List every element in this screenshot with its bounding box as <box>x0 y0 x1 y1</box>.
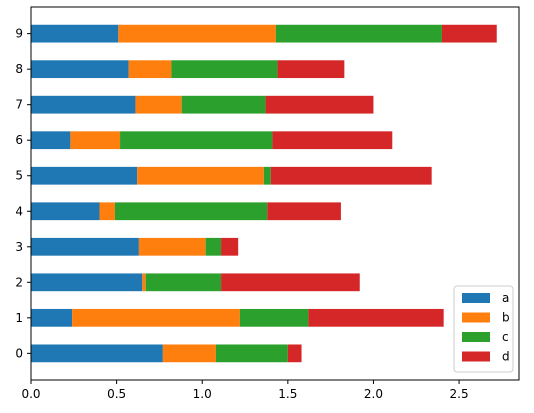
x-tick-label-4: 2.0 <box>364 387 383 401</box>
x-tick-label-2: 1.0 <box>193 387 212 401</box>
bar-d-8 <box>277 60 345 79</box>
bar-d-7 <box>265 95 374 114</box>
y-tick-label-4: 4 <box>15 204 23 218</box>
bar-a-2 <box>31 273 143 292</box>
bar-a-0 <box>31 344 163 363</box>
y-tick-label-2: 2 <box>15 275 23 289</box>
bar-b-8 <box>128 60 172 79</box>
x-tick-label-1: 0.5 <box>107 387 126 401</box>
legend-box <box>453 285 514 373</box>
bar-b-3 <box>138 237 206 256</box>
bar-c-1 <box>239 308 309 327</box>
bar-d-4 <box>267 202 341 221</box>
bar-a-1 <box>31 308 73 327</box>
bar-d-1 <box>308 308 444 327</box>
bar-d-3 <box>221 237 239 256</box>
bar-c-7 <box>181 95 266 114</box>
bar-a-4 <box>31 202 100 221</box>
y-tick-label-6: 6 <box>15 133 23 147</box>
y-tick-label-9: 9 <box>15 27 23 41</box>
bar-b-5 <box>137 166 264 185</box>
y-tick-label-7: 7 <box>15 98 23 112</box>
bar-b-1 <box>72 308 240 327</box>
bar-c-0 <box>215 344 288 363</box>
bar-b-0 <box>162 344 216 363</box>
bar-a-5 <box>31 166 138 185</box>
legend-swatch-c <box>462 332 490 342</box>
bar-c-9 <box>275 24 442 43</box>
bar-a-3 <box>31 237 139 256</box>
bar-b-6 <box>70 131 121 150</box>
bar-b-4 <box>99 202 115 221</box>
x-tick-label-0: 0.0 <box>21 387 40 401</box>
bar-c-6 <box>120 131 273 150</box>
x-tick-label-3: 1.5 <box>278 387 297 401</box>
bars-group <box>31 24 497 363</box>
y-tick-label-5: 5 <box>15 169 23 183</box>
legend-swatch-b <box>462 312 490 323</box>
plot-frame <box>30 6 520 381</box>
legend-label-d: d <box>502 350 510 364</box>
bar-d-0 <box>287 344 302 363</box>
legend-swatch-d <box>462 351 490 362</box>
bar-a-6 <box>31 131 71 150</box>
bar-c-3 <box>205 237 222 256</box>
bar-a-9 <box>31 24 119 43</box>
bar-d-2 <box>221 273 360 292</box>
bar-b-7 <box>135 95 182 114</box>
bar-d-9 <box>441 24 497 43</box>
bar-c-5 <box>263 166 271 185</box>
legend-swatch-a <box>462 293 490 303</box>
legend-label-b: b <box>502 311 510 325</box>
y-tick-label-3: 3 <box>15 240 23 254</box>
y-tick-label-8: 8 <box>15 62 23 76</box>
bar-a-7 <box>31 95 136 114</box>
bar-d-5 <box>270 166 432 185</box>
bar-a-8 <box>31 60 129 79</box>
y-tick-label-1: 1 <box>15 311 23 325</box>
x-tick-label-5: 2.5 <box>450 387 469 401</box>
bar-c-4 <box>114 202 268 221</box>
bar-d-6 <box>272 131 393 150</box>
bar-c-2 <box>145 273 222 292</box>
bar-b-2 <box>142 273 146 292</box>
bar-c-8 <box>171 60 278 79</box>
axes-group: 0.0 0.5 1.0 1.5 2.0 2.5 0 1 2 3 4 5 6 7 8 9 <box>15 6 520 401</box>
bar-b-9 <box>118 24 276 43</box>
y-tick-label-0: 0 <box>15 346 23 360</box>
legend-label-c: c <box>502 330 509 344</box>
legend-label-a: a <box>502 291 509 305</box>
